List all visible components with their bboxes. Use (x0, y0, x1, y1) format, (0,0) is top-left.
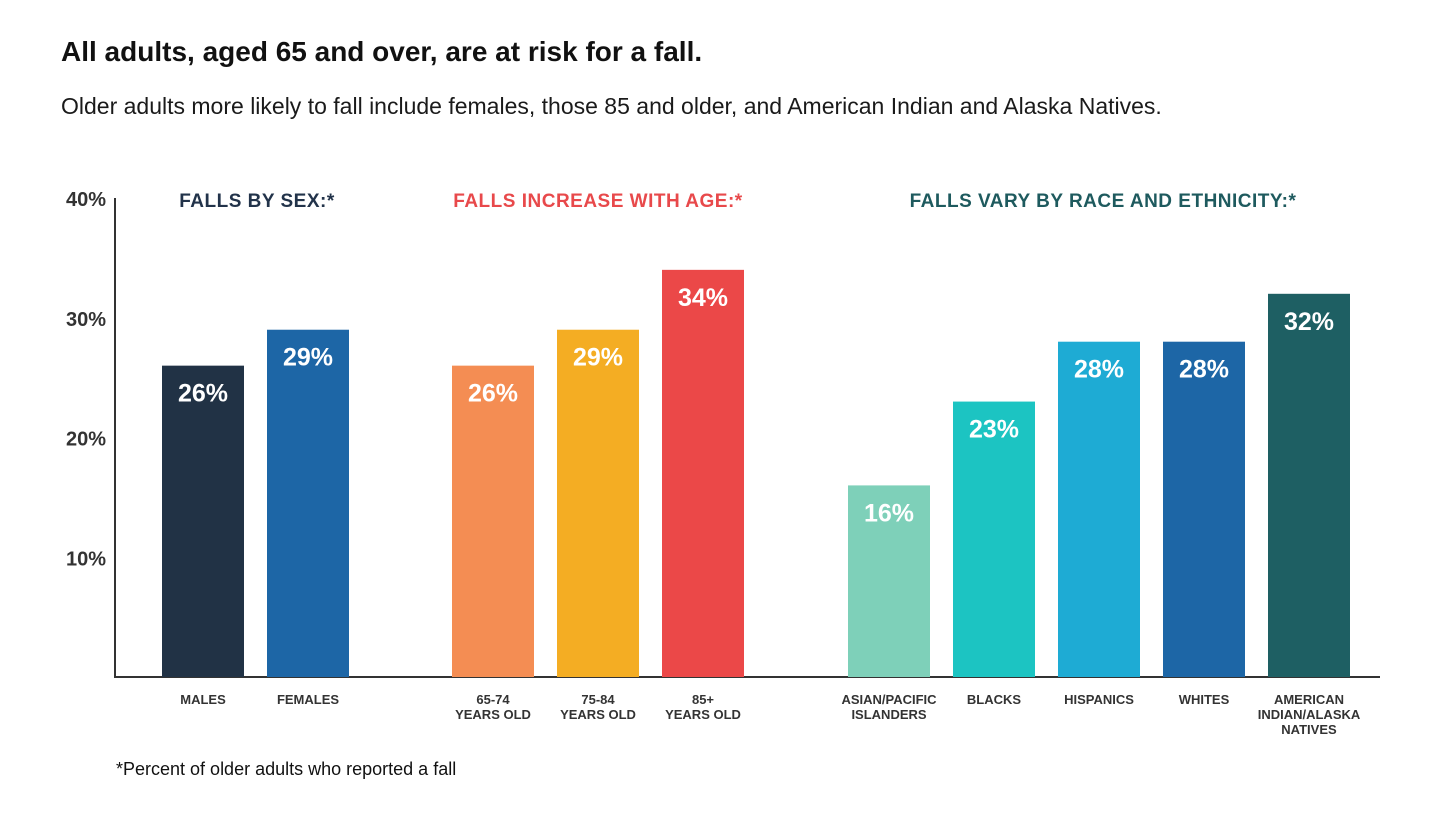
group-title: FALLS VARY BY RACE AND ETHNICITY:* (910, 191, 1297, 212)
category-label: 75-84 (581, 692, 615, 707)
chart-title: All adults, aged 65 and over, are at ris… (61, 36, 703, 67)
bar (1058, 341, 1140, 677)
bar (1163, 341, 1245, 677)
data-label: 26% (178, 380, 228, 408)
chart-subtitle: Older adults more likely to fall include… (61, 93, 1162, 119)
bar (662, 269, 744, 677)
category-label: 85+ (692, 692, 714, 707)
bar (267, 329, 349, 677)
data-label: 26% (468, 380, 518, 408)
data-label: 28% (1074, 356, 1124, 384)
group-title: FALLS INCREASE WITH AGE:* (453, 191, 743, 212)
category-label: INDIAN/ALASKA (1258, 707, 1361, 722)
category-label: HISPANICS (1064, 692, 1134, 707)
bar (953, 401, 1035, 677)
category-label: MALES (180, 692, 226, 707)
y-tick-label: 40% (66, 189, 106, 211)
category-label: NATIVES (1281, 722, 1337, 737)
y-tick-label: 10% (66, 548, 106, 570)
category-label: ASIAN/PACIFIC (841, 692, 937, 707)
data-label: 29% (573, 344, 623, 372)
category-label: BLACKS (967, 692, 1021, 707)
data-label: 23% (969, 416, 1019, 444)
category-label: YEARS OLD (665, 707, 741, 722)
category-label: YEARS OLD (560, 707, 636, 722)
category-label: YEARS OLD (455, 707, 531, 722)
category-label: ISLANDERS (851, 707, 926, 722)
data-label: 29% (283, 344, 333, 372)
bar (162, 365, 244, 677)
data-label: 28% (1179, 356, 1229, 384)
data-label: 34% (678, 284, 728, 312)
bar (452, 365, 534, 677)
y-tick-label: 30% (66, 309, 106, 331)
bar (557, 329, 639, 677)
data-label: 16% (864, 499, 914, 527)
category-label: 65-74 (476, 692, 510, 707)
category-label: WHITES (1179, 692, 1230, 707)
y-tick-label: 20% (66, 429, 106, 451)
group-title: FALLS BY SEX:* (179, 191, 335, 212)
category-label: FEMALES (277, 692, 339, 707)
bar (848, 485, 930, 677)
bar (1268, 293, 1350, 677)
data-label: 32% (1284, 308, 1334, 336)
footnote: *Percent of older adults who reported a … (116, 759, 457, 779)
category-label: AMERICAN (1274, 692, 1344, 707)
